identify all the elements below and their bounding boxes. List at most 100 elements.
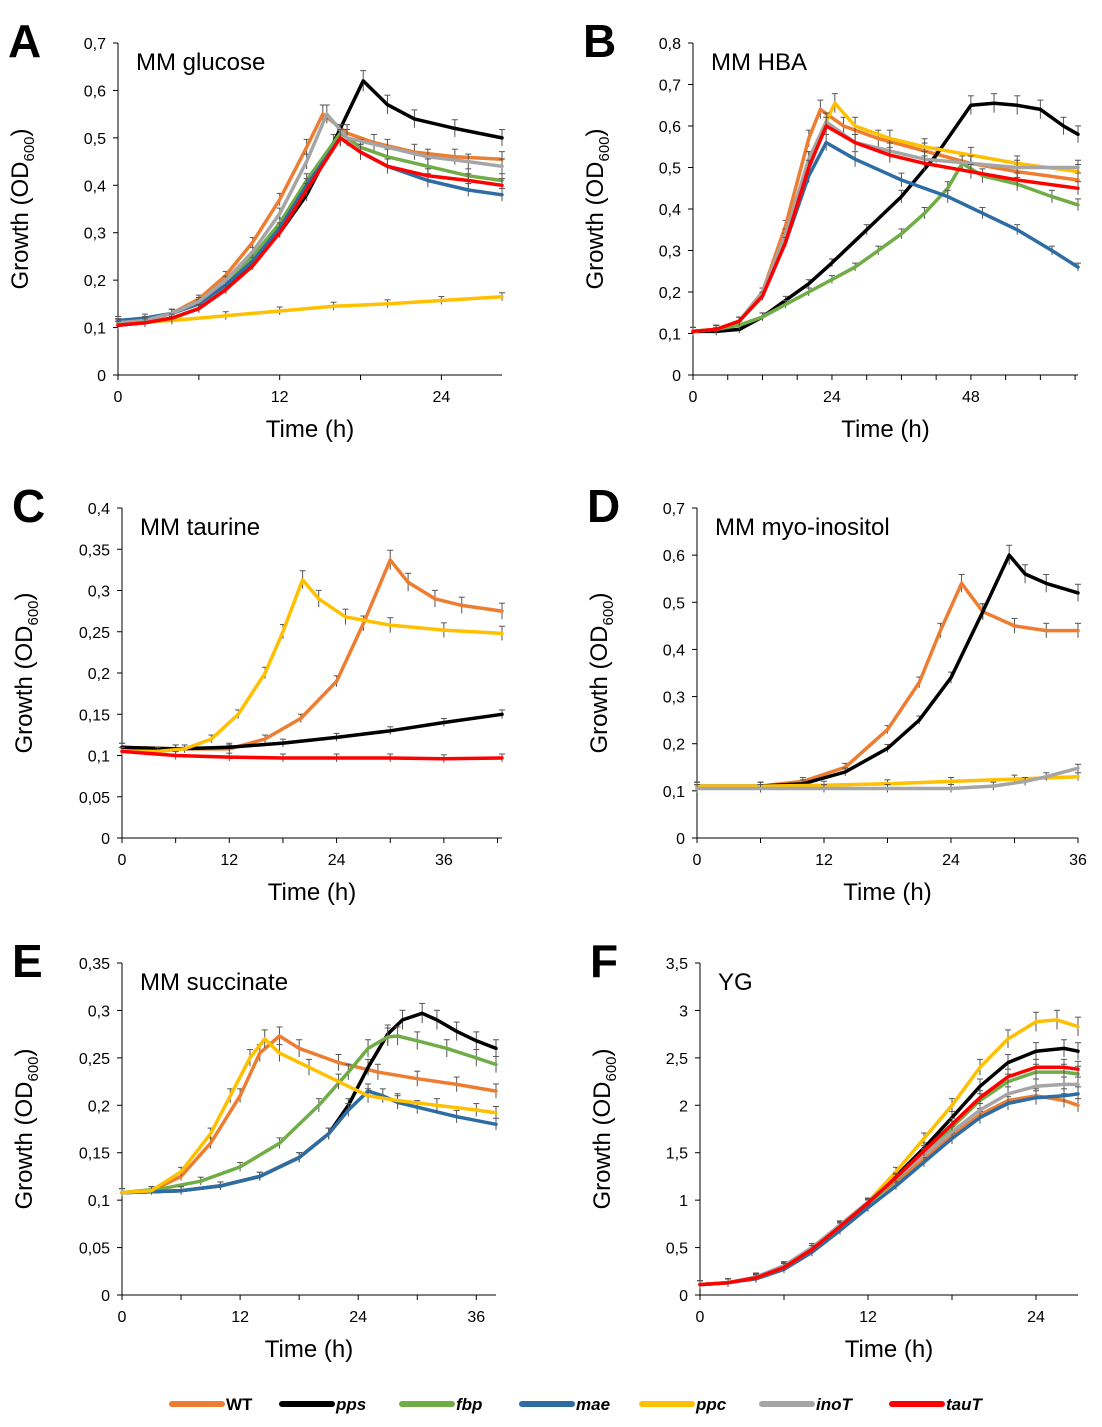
y-axis-label-subscript: 600	[600, 600, 617, 625]
legend-label: fbp	[456, 1395, 482, 1414]
x-axis-label: Time (h)	[843, 879, 931, 906]
y-tick-label: 0,35	[79, 542, 110, 559]
y-tick-label: 0,4	[84, 178, 106, 195]
y-tick-label: 2	[679, 1098, 688, 1115]
x-tick-label: 0	[696, 1309, 705, 1326]
y-tick-label: 0,05	[79, 1241, 110, 1258]
panel-a: A 0 0,1 0,2 0,3 0,4 0,5 0,6 0,7 0 12 24 Time (h) Grow…	[7, 15, 505, 443]
legend: WT pps fbp mae ppc inoT tauT	[169, 1395, 984, 1414]
y-axis-label-main: Growth (OD	[589, 1082, 616, 1210]
series-line	[120, 1034, 498, 1195]
x-axis-label: Time (h)	[265, 1336, 353, 1363]
y-axis-label-end: )	[7, 128, 34, 136]
series-taut	[115, 129, 505, 330]
x-tick-label: 24	[432, 389, 450, 406]
y-axis-label: Growth (OD600)	[586, 592, 617, 753]
legend-item-wt: WT	[169, 1395, 253, 1414]
series-line	[691, 101, 1080, 334]
panel-label: C	[12, 480, 45, 532]
series-wt	[115, 104, 505, 327]
series-taut	[119, 746, 505, 763]
x-axis-label: Time (h)	[841, 416, 929, 443]
series-line	[698, 1046, 1080, 1287]
panel-title: YG	[718, 969, 753, 996]
y-tick-label: 1,5	[666, 1146, 688, 1163]
legend-item-pps: pps	[279, 1395, 366, 1414]
x-axis-label: Time (h)	[266, 416, 354, 443]
y-tick-label: 0,7	[84, 36, 106, 53]
x-tick-label: 36	[435, 852, 453, 869]
y-axis-label-subscript: 600	[603, 1056, 620, 1081]
series-taut	[697, 1058, 1081, 1289]
series-ppc	[697, 1009, 1081, 1289]
y-axis-label: Growth (OD600)	[7, 128, 38, 289]
y-axis-label: Growth (OD600)	[11, 1048, 42, 1209]
y-tick-label: 0	[101, 831, 110, 848]
panel-c: C 0 0,05 0,1 0,15 0,2 0,25 0,3 0,35 0,4 0 12 24 36 Tim…	[11, 480, 505, 906]
x-tick-label: 12	[231, 1309, 249, 1326]
legend-item-inot: inoT	[759, 1395, 853, 1414]
y-tick-label: 0,4	[88, 501, 110, 518]
x-tick-label: 36	[1069, 852, 1087, 869]
y-tick-label: 0,4	[659, 202, 681, 219]
y-axis-label-main: Growth (OD	[582, 162, 609, 290]
panel-e: E 0 0,05 0,1 0,15 0,2 0,25 0,3 0,35 0 12 24 36 Time (…	[11, 935, 499, 1363]
y-tick-label: 0,1	[88, 1193, 110, 1210]
y-axis-label-end: )	[11, 1048, 38, 1056]
y-tick-label: 0,1	[88, 749, 110, 766]
panel-label: B	[583, 15, 616, 67]
y-tick-label: 0,5	[84, 131, 106, 148]
y-tick-label: 0,3	[84, 226, 106, 243]
series-line	[120, 1011, 498, 1195]
y-tick-label: 0,4	[663, 642, 685, 659]
legend-label: WT	[226, 1395, 253, 1414]
panel-title: MM succinate	[140, 969, 288, 996]
x-tick-label: 24	[349, 1309, 367, 1326]
panel-label: F	[590, 935, 618, 987]
series-pps	[694, 544, 1081, 791]
series-pps	[119, 1002, 499, 1197]
y-axis-label: Growth (OD600)	[589, 1048, 620, 1209]
x-tick-label: 0	[114, 389, 123, 406]
series-line	[691, 161, 1080, 334]
y-tick-label: 0,6	[659, 119, 681, 136]
legend-label: pps	[335, 1395, 366, 1414]
y-axis-label-subscript: 600	[25, 1056, 42, 1081]
series-inot	[690, 112, 1081, 336]
x-tick-label: 0	[118, 852, 127, 869]
y-tick-label: 0,35	[79, 956, 110, 973]
y-axis-label-main: Growth (OD	[586, 626, 613, 754]
y-axis-label: Growth (OD600)	[11, 592, 42, 753]
x-axis-label: Time (h)	[845, 1336, 933, 1363]
x-tick-label: 24	[823, 389, 841, 406]
y-tick-label: 1	[679, 1193, 688, 1210]
y-tick-label: 0,3	[88, 1003, 110, 1020]
series-line	[120, 749, 504, 761]
legend-label: tauT	[946, 1395, 984, 1414]
legend-label: inoT	[816, 1395, 853, 1414]
series-line	[116, 136, 504, 323]
y-tick-label: 3	[679, 1003, 688, 1020]
y-axis-label-end: )	[589, 1048, 616, 1056]
series-fbp	[119, 1026, 499, 1197]
series-line	[120, 578, 504, 754]
y-tick-label: 0,7	[663, 501, 685, 518]
panel-d: D 0 0,1 0,2 0,3 0,4 0,5 0,6 0,7 0 12 24 36 Time (h) Gr…	[586, 480, 1087, 906]
y-tick-label: 0,3	[659, 244, 681, 261]
series-line	[698, 1092, 1080, 1287]
x-tick-label: 48	[962, 389, 980, 406]
y-tick-label: 0,05	[79, 790, 110, 807]
series-line	[691, 101, 1080, 334]
series-line	[116, 79, 504, 327]
y-axis-label-subscript: 600	[21, 136, 38, 161]
series-inot	[694, 763, 1081, 793]
x-tick-label: 24	[1027, 1309, 1045, 1326]
y-axis-label: Growth (OD600)	[582, 128, 613, 289]
series-line	[691, 107, 1080, 334]
y-axis-label-main: Growth (OD	[11, 626, 38, 754]
legend-item-taut: tauT	[889, 1395, 984, 1414]
y-tick-label: 0,5	[659, 161, 681, 178]
series-line	[695, 766, 1080, 791]
y-axis-label-end: )	[582, 128, 609, 136]
